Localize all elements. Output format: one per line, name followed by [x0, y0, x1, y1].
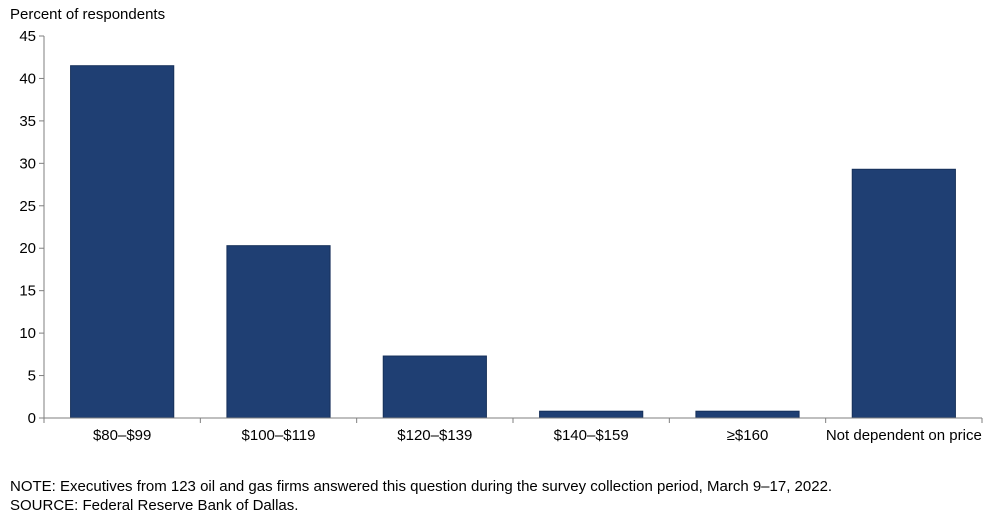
x-tick-label: $140–$159: [554, 427, 629, 444]
y-tick-label: 5: [28, 368, 36, 385]
note-text: NOTE: Executives from 123 oil and gas fi…: [10, 478, 833, 495]
bar: [382, 355, 487, 419]
x-axis: $80–$99 $100–$119 $120–$139 $140–$159 ≥$160 N…: [43, 417, 983, 444]
x-tick-label: $100–$119: [242, 427, 316, 444]
y-tick-label: 0: [28, 410, 36, 427]
y-tick-label: 45: [19, 28, 36, 45]
x-tick-label: Not dependent on price: [826, 427, 982, 444]
x-tick-label: ≥$160: [727, 427, 769, 444]
y-tick-label: 10: [19, 325, 36, 342]
y-tick-label: 20: [19, 240, 36, 257]
bar: [851, 168, 956, 419]
bar: [226, 245, 331, 419]
source-text: SOURCE: Federal Reserve Bank of Dallas.: [10, 497, 299, 514]
y-tick-label: 35: [19, 113, 36, 130]
bar: [539, 410, 644, 419]
bars: [70, 65, 956, 419]
y-tick-label: 25: [19, 198, 36, 215]
y-tick-label: 40: [19, 70, 36, 87]
bar: [695, 410, 800, 419]
x-tick-label: $80–$99: [93, 427, 151, 444]
y-tick-label: 15: [19, 283, 36, 300]
bar: [70, 65, 175, 419]
y-axis-title: Percent of respondents: [10, 6, 165, 23]
bar-chart-svg: Percent of respondents 0 5 10 15 20 25 30 35 40 4…: [10, 6, 983, 444]
y-axis: 0 5 10 15 20 25 30 35 40 45: [19, 28, 45, 427]
y-tick-label: 30: [19, 155, 36, 172]
x-tick-label: $120–$139: [397, 427, 472, 444]
